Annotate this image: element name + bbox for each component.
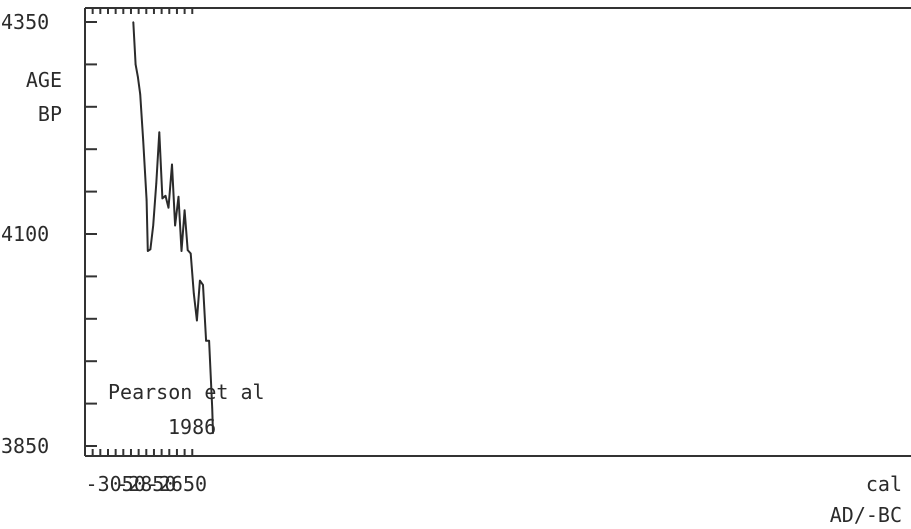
data-point — [132, 21, 135, 23]
data-point — [158, 131, 161, 134]
data-point — [139, 93, 141, 95]
data-point — [180, 250, 183, 252]
data-point — [142, 139, 145, 142]
data-point — [145, 199, 148, 201]
x-tick-labels: -3050-2850-2650 — [86, 472, 208, 496]
y-axis-label-line2: BP — [38, 102, 62, 126]
y-tick-label: 4100 — [1, 222, 49, 246]
x-tick-label: -2850 — [116, 472, 176, 496]
data-point — [208, 340, 210, 342]
x-axis-label-line2: AD/-BC — [830, 503, 902, 527]
y-axis-ticks — [85, 21, 97, 447]
data-point — [149, 248, 152, 251]
y-tick-label: 3850 — [1, 434, 49, 458]
data-point — [174, 224, 176, 227]
data-point — [161, 197, 164, 200]
x-tick-label: -3050 — [86, 472, 146, 496]
data-point — [202, 284, 204, 286]
data-point — [183, 209, 186, 212]
plot-frame — [84, 7, 911, 457]
data-point — [164, 195, 167, 197]
data-point — [152, 224, 154, 227]
data-point — [189, 252, 192, 255]
y-tick-label: 4350 — [1, 10, 49, 34]
y-tick-labels: 4350 4100 3850 — [1, 10, 49, 458]
y-axis-label-line1: AGE — [26, 68, 62, 92]
x-tick-label: -2650 — [147, 472, 207, 496]
annotation-line1: Pearson et al — [108, 380, 265, 404]
x-axis-ticks — [91, 8, 194, 456]
data-point — [199, 279, 201, 282]
data-point — [205, 340, 207, 342]
data-point — [171, 163, 173, 166]
data-point — [137, 76, 139, 78]
data-point — [147, 250, 149, 252]
x-axis-label: cal AD/-BC — [830, 472, 902, 527]
y-axis-label: AGE BP — [26, 68, 62, 126]
data-point — [167, 206, 170, 209]
data-point — [211, 407, 213, 409]
calibration-curve-line — [132, 21, 214, 434]
series-group — [132, 21, 214, 435]
data-point — [134, 63, 137, 66]
annotation-line2: 1986 — [168, 415, 216, 439]
data-point — [177, 195, 180, 198]
source-annotation: Pearson et al 1986 — [108, 380, 265, 439]
data-point — [196, 319, 198, 322]
data-point — [193, 292, 195, 295]
data-point — [155, 182, 158, 184]
x-axis-label-line1: cal — [866, 472, 902, 496]
data-point — [186, 249, 189, 251]
data-point — [212, 432, 214, 435]
